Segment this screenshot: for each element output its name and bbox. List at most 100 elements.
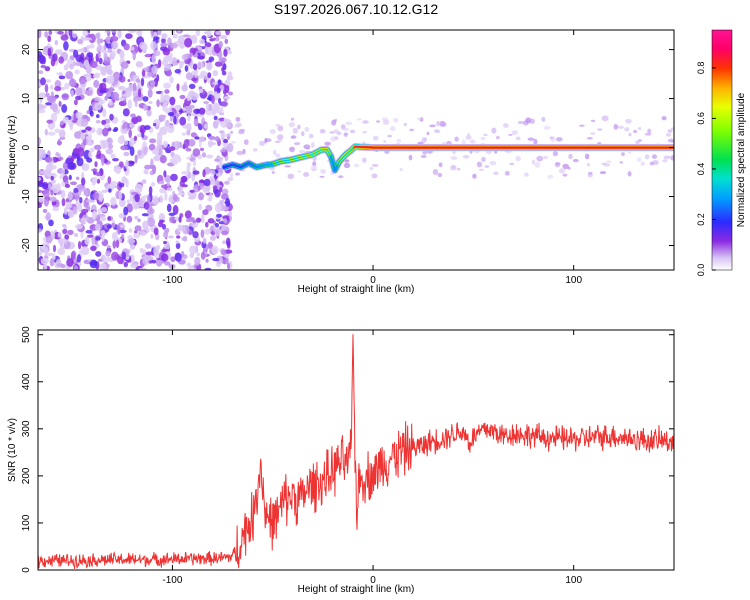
noise-blob xyxy=(188,83,196,89)
noise-blob xyxy=(55,152,60,157)
noise-blob xyxy=(108,188,112,193)
noise-blob xyxy=(133,204,140,209)
noise-blob xyxy=(204,267,212,270)
noise-blob xyxy=(192,159,197,167)
noise-blob xyxy=(218,160,223,168)
spectrogram-noise-region xyxy=(38,30,674,270)
noise-blob xyxy=(221,188,229,196)
halo-blob xyxy=(269,128,276,135)
halo-blob xyxy=(303,172,310,177)
halo-blob xyxy=(304,126,310,133)
noise-blob xyxy=(86,45,90,50)
noise-blob xyxy=(151,149,159,155)
noise-blob xyxy=(153,245,160,256)
noise-blob xyxy=(215,227,221,237)
noise-blob xyxy=(218,97,221,104)
noise-blob xyxy=(196,252,200,257)
noise-blob xyxy=(223,48,228,57)
halo-blob xyxy=(555,162,561,166)
noise-blob xyxy=(194,69,198,78)
halo-blob xyxy=(422,150,428,155)
noise-blob xyxy=(132,50,136,61)
noise-blob xyxy=(214,61,223,67)
noise-blob xyxy=(218,51,223,60)
noise-blob xyxy=(136,30,142,36)
noise-blob xyxy=(139,198,143,206)
noise-blob xyxy=(147,195,151,204)
noise-blob xyxy=(48,183,52,190)
noise-blob xyxy=(45,212,51,222)
noise-blob xyxy=(179,61,184,69)
noise-blob xyxy=(94,102,102,111)
noise-blob xyxy=(200,213,205,224)
noise-blob xyxy=(157,148,163,156)
halo-blob xyxy=(579,124,585,127)
noise-blob xyxy=(137,184,144,188)
noise-blob xyxy=(156,74,160,82)
halo-blob xyxy=(531,159,535,165)
noise-blob xyxy=(38,30,42,39)
halo-blob xyxy=(584,153,590,160)
noise-blob xyxy=(57,138,61,146)
noise-blob xyxy=(40,77,46,86)
noise-blob xyxy=(130,263,138,269)
noise-blob xyxy=(159,188,167,194)
noise-blob xyxy=(172,154,181,160)
noise-blob xyxy=(38,151,43,160)
noise-blob xyxy=(207,218,215,224)
noise-blob xyxy=(96,114,100,119)
noise-blob xyxy=(85,229,93,234)
noise-blob xyxy=(177,104,182,109)
noise-blob xyxy=(95,223,101,231)
noise-blob xyxy=(165,149,172,154)
noise-blob xyxy=(163,82,172,89)
noise-blob xyxy=(196,217,202,223)
halo-blob xyxy=(437,172,443,178)
noise-blob xyxy=(203,228,211,235)
snr-y-tick-label: 400 xyxy=(21,373,32,390)
halo-blob xyxy=(243,139,249,146)
noise-blob xyxy=(93,144,102,150)
noise-blob xyxy=(134,225,142,232)
noise-blob xyxy=(94,161,98,168)
halo-blob xyxy=(567,166,571,170)
halo-blob xyxy=(543,125,551,130)
noise-blob xyxy=(177,30,181,33)
noise-blob xyxy=(135,78,141,83)
noise-blob xyxy=(67,210,73,217)
noise-blob xyxy=(59,120,64,126)
noise-blob xyxy=(200,251,206,260)
noise-blob xyxy=(76,157,84,167)
noise-blob xyxy=(222,240,227,244)
spectrogram-x-tick-label: -100 xyxy=(162,275,182,286)
noise-blob xyxy=(63,206,68,215)
noise-blob xyxy=(179,116,187,126)
halo-blob xyxy=(320,169,326,174)
noise-blob xyxy=(86,234,94,238)
noise-blob xyxy=(104,95,108,101)
noise-blob xyxy=(43,262,48,270)
noise-blob xyxy=(111,40,118,50)
noise-blob xyxy=(117,97,126,101)
halo-blob xyxy=(231,141,236,144)
noise-blob xyxy=(151,259,157,264)
noise-blob xyxy=(85,126,92,131)
noise-blob xyxy=(89,259,98,269)
noise-blob xyxy=(162,48,170,56)
noise-blob xyxy=(91,210,98,220)
halo-blob xyxy=(392,118,399,123)
noise-blob xyxy=(177,35,185,44)
noise-blob xyxy=(62,116,69,124)
noise-blob xyxy=(141,69,146,77)
noise-blob xyxy=(159,219,165,223)
noise-blob xyxy=(119,224,126,228)
noise-blob xyxy=(186,122,192,133)
noise-blob xyxy=(38,177,42,181)
halo-blob xyxy=(527,137,535,141)
halo-blob xyxy=(496,135,500,140)
halo-blob xyxy=(235,172,240,176)
halo-blob xyxy=(287,173,295,179)
noise-blob xyxy=(210,235,216,241)
halo-blob xyxy=(371,164,379,167)
halo-blob xyxy=(224,123,231,128)
